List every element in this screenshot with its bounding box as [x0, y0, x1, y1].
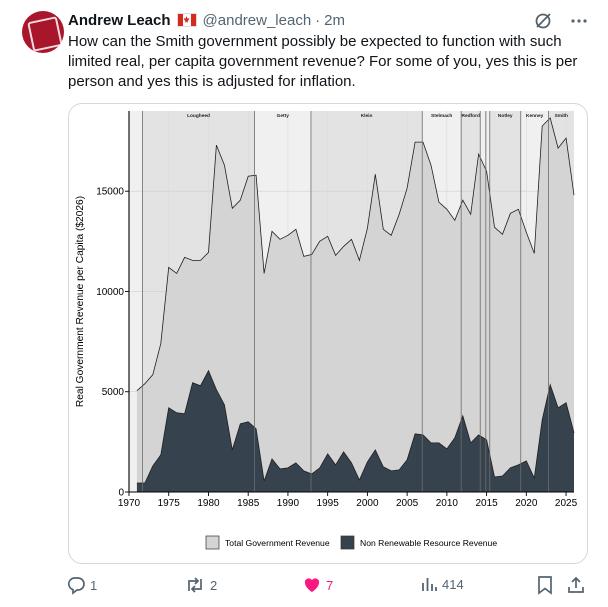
- legend-swatch-1: [340, 535, 355, 550]
- chart-card[interactable]: Lougheed Getty Klein Stelmach Redford Notley K…: [68, 103, 588, 564]
- timestamp[interactable]: 2m: [324, 11, 346, 29]
- x-tick-label: 1970: [118, 498, 141, 509]
- like-count: 7: [326, 577, 334, 593]
- y-tick-label: 15000: [96, 187, 124, 198]
- avatar[interactable]: [22, 11, 64, 53]
- x-tick-label: 2000: [356, 498, 379, 509]
- avatar-emblem: [27, 16, 63, 52]
- bookmark-button[interactable]: [536, 575, 554, 595]
- x-tick-label: 1990: [277, 498, 300, 509]
- author-name[interactable]: Andrew Leach: [68, 11, 171, 29]
- reply-icon: [67, 577, 85, 595]
- repost-icon: [188, 577, 202, 593]
- reply-button[interactable]: 1: [66, 575, 97, 595]
- x-tick-label: 2020: [515, 498, 538, 509]
- views-count: 414: [442, 576, 464, 592]
- separator-dot: ·: [315, 11, 321, 29]
- premier-label-klein: Klein: [361, 113, 373, 119]
- premier-label-kenney: Kenney: [526, 113, 544, 119]
- tweet-top-actions: [532, 10, 590, 32]
- action-bar: 1 2 7 414: [66, 575, 586, 599]
- reply-count: 1: [90, 577, 98, 593]
- grok-icon[interactable]: [532, 10, 554, 32]
- tweet-header: Andrew Leach @andrew_leach · 2m: [68, 10, 345, 30]
- series-area-0: [136, 118, 574, 492]
- x-tick-label: 1975: [158, 498, 181, 509]
- legend-label-0: Total Government Revenue: [225, 538, 330, 548]
- premier-label-lougheed: Lougheed: [187, 113, 210, 119]
- legend-label-1: Non Renewable Resource Revenue: [360, 538, 497, 548]
- y-tick-label: 10000: [96, 287, 124, 298]
- x-tick-label: 2025: [555, 498, 578, 509]
- series-area-1: [136, 370, 574, 492]
- share-button[interactable]: [566, 575, 586, 595]
- canada-flag-icon: [176, 13, 197, 27]
- repost-count: 2: [210, 577, 218, 593]
- share-icon: [568, 576, 584, 593]
- premier-label-stelmach: Stelmach: [431, 113, 452, 119]
- repost-button[interactable]: 2: [184, 575, 217, 595]
- author-handle[interactable]: @andrew_leach: [202, 11, 312, 29]
- premier-label-redford: Redford: [462, 113, 480, 119]
- legend-swatch-0: [205, 535, 220, 550]
- premier-label-getty: Getty: [277, 113, 290, 119]
- bookmark-icon: [538, 576, 552, 595]
- series-line-1: [136, 369, 575, 484]
- like-button[interactable]: 7: [302, 575, 333, 595]
- y-tick-label: 5000: [102, 387, 125, 398]
- views-button[interactable]: 414: [420, 575, 464, 593]
- revenue-chart: Lougheed Getty Klein Stelmach Redford Notley K…: [75, 111, 578, 550]
- series-line-0: [136, 117, 575, 392]
- premier-label-notley: Notley: [498, 113, 513, 119]
- x-tick-label: 2005: [396, 498, 419, 509]
- tweet-text: How can the Smith government possibly be…: [68, 33, 578, 90]
- y-tick-label: 0: [118, 488, 124, 499]
- views-icon: [422, 578, 437, 591]
- like-icon: [304, 578, 320, 592]
- x-tick-label: 2010: [436, 498, 459, 509]
- x-tick-label: 1995: [317, 498, 340, 509]
- more-icon[interactable]: [568, 10, 590, 32]
- y-axis-label: Real Government Revenue per Capita ($202…: [75, 196, 86, 407]
- x-tick-label: 1980: [197, 498, 220, 509]
- premier-label-smith: Smith: [555, 113, 568, 119]
- x-tick-label: 2015: [475, 498, 498, 509]
- x-tick-label: 1985: [237, 498, 260, 509]
